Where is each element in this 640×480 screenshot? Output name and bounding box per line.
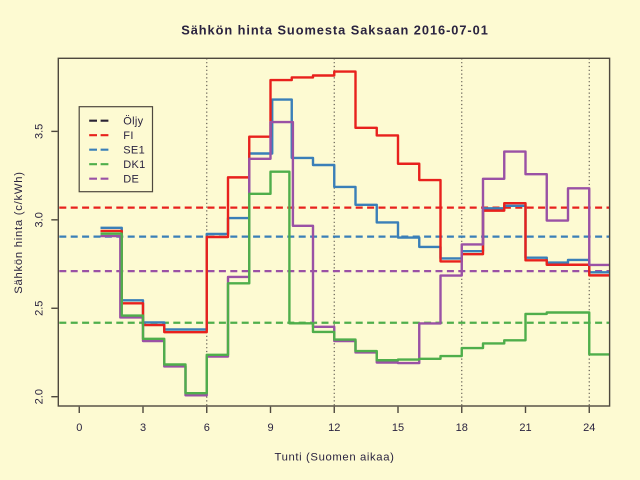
- svg-text:15: 15: [392, 422, 404, 434]
- svg-text:Öljy: Öljy: [123, 116, 143, 128]
- svg-text:9: 9: [267, 422, 273, 434]
- svg-text:0: 0: [76, 422, 82, 434]
- svg-text:FI: FI: [123, 130, 133, 142]
- svg-text:12: 12: [328, 422, 340, 434]
- svg-text:DE: DE: [123, 174, 139, 186]
- svg-text:6: 6: [204, 422, 210, 434]
- svg-text:2.5: 2.5: [33, 301, 45, 316]
- svg-text:Sähkön hinta Suomesta Saksaan: Sähkön hinta Suomesta Saksaan 2016-07-01: [181, 22, 489, 37]
- svg-text:DK1: DK1: [123, 159, 145, 171]
- svg-text:3.5: 3.5: [33, 124, 45, 139]
- svg-text:Sähkön hinta (c/kWh): Sähkön hinta (c/kWh): [13, 171, 25, 293]
- svg-text:18: 18: [456, 422, 468, 434]
- svg-text:2.0: 2.0: [33, 389, 45, 404]
- svg-text:3: 3: [140, 422, 146, 434]
- svg-text:Tunti (Suomen aikaa): Tunti (Suomen aikaa): [275, 451, 395, 463]
- svg-text:24: 24: [583, 422, 595, 434]
- svg-text:21: 21: [519, 422, 531, 434]
- svg-text:3.0: 3.0: [33, 212, 45, 227]
- svg-text:SE1: SE1: [123, 145, 145, 157]
